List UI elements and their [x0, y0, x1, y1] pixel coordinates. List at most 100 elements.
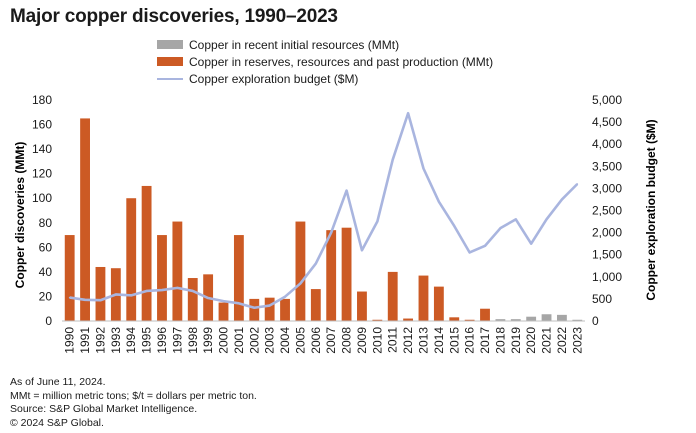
budget-point-2010 [376, 220, 379, 223]
bar-s0-2023 [572, 319, 583, 321]
legend-label-reserves: Copper in reserves, resources and past p… [189, 54, 494, 69]
y2-tick-label: 2,000 [592, 226, 622, 240]
bar-s0-2019 [510, 319, 521, 321]
x-tick-label: 2015 [447, 327, 461, 354]
budget-point-2009 [361, 249, 363, 252]
y-tick-label: 80 [39, 216, 53, 230]
x-tick-label: 2013 [416, 327, 430, 354]
note-source: Source: S&P Global Market Intelligence. [10, 403, 198, 415]
legend: Copper in recent initial resources (MMt)… [157, 36, 493, 87]
y2-tick-label: 0 [592, 314, 599, 328]
x-tick-label: 2008 [340, 327, 354, 354]
x-tick-label: 1996 [155, 327, 169, 354]
budget-point-2002 [253, 306, 256, 309]
bar-s1-2002 [249, 298, 260, 321]
budget-point-1999 [207, 297, 209, 299]
bar-s1-1996 [157, 235, 167, 321]
budget-point-2011 [391, 158, 394, 161]
bar-s1-2005 [295, 221, 306, 321]
budget-point-2000 [222, 300, 225, 302]
bar-s1-2007 [326, 230, 337, 321]
y-tick-label: 140 [32, 142, 52, 156]
y-axis-label-left: Copper discoveries (MMt) [13, 142, 27, 289]
bar-s1-2006 [310, 289, 321, 321]
budget-point-2008 [345, 189, 348, 192]
budget-point-2015 [453, 225, 456, 227]
x-tick-label: 2001 [232, 327, 246, 354]
y2-tick-label: 1,500 [592, 248, 622, 262]
legend-swatch-initial-resources [157, 40, 183, 49]
budget-point-1991 [84, 298, 86, 301]
bar-s0-2021 [541, 314, 552, 321]
x-tick-label: 2019 [509, 327, 523, 354]
legend-line-budget [157, 77, 183, 80]
x-tick-label: 2014 [432, 327, 446, 354]
x-tick-label: 2022 [555, 327, 569, 354]
bar-s1-2011 [387, 271, 398, 321]
bar-s1-1992 [95, 266, 106, 321]
budget-point-1994 [130, 294, 133, 297]
budget-point-2004 [284, 295, 286, 298]
budget-point-1993 [115, 293, 117, 296]
bar-s1-2001 [233, 235, 244, 321]
y-tick-label: 60 [39, 240, 53, 254]
x-tick-label: 2018 [493, 327, 507, 354]
y-tick-label: 20 [39, 289, 53, 303]
bar-s1-1995 [141, 185, 152, 321]
legend-item-budget: Copper exploration budget ($M) [157, 70, 493, 87]
chart-title: Major copper discoveries, 1990–2023 [10, 6, 338, 27]
note-units: MMt = million metric tons; $/t = dollars… [10, 389, 257, 402]
budget-point-2006 [315, 262, 317, 265]
y2-tick-label: 3,500 [592, 159, 622, 173]
y2-tick-label: 1,000 [592, 270, 622, 284]
x-tick-label: 2003 [263, 327, 277, 354]
bar-s1-2016 [464, 319, 475, 321]
budget-point-1995 [145, 290, 148, 292]
budget-point-2005 [299, 282, 302, 285]
x-tick-label: 2007 [324, 327, 338, 354]
bar-s1-2003 [264, 297, 275, 321]
x-tick-label: 2002 [247, 327, 261, 354]
bar-s1-2009 [357, 291, 367, 321]
budget-line [69, 111, 579, 310]
bar-s1-1997 [172, 221, 183, 321]
budget-point-2013 [422, 167, 425, 170]
x-axis: 1990 1991 1992 1993 1994 1995 1996 1997 1998 1999… [63, 327, 585, 354]
x-tick-label: 2023 [570, 327, 584, 354]
x-tick-label: 2010 [370, 327, 384, 354]
y-tick-label: 180 [32, 93, 52, 107]
note-copyright: © 2024 S&P Global. [10, 416, 104, 429]
x-tick-label: 2000 [217, 327, 231, 354]
x-tick-label: 1990 [63, 327, 77, 354]
x-tick-label: 1994 [124, 327, 138, 354]
line-series [68, 111, 579, 310]
x-tick-label: 2017 [478, 327, 492, 354]
bar-s1-2000 [218, 302, 229, 321]
y2-tick-label: 4,000 [592, 137, 622, 151]
x-tick-label: 2021 [540, 327, 554, 354]
bar-s1-1991 [80, 118, 90, 321]
x-tick-label: 2006 [309, 327, 323, 354]
bar-s1-2017 [480, 308, 490, 321]
bar-s1-1994 [126, 198, 137, 321]
budget-point-2021 [545, 218, 548, 221]
bar-s0-2020 [526, 316, 537, 321]
bar-s1-1990 [64, 235, 75, 321]
x-tick-label: 2009 [355, 327, 369, 354]
budget-point-2018 [499, 227, 502, 229]
y2-tick-label: 5,000 [592, 93, 622, 107]
y-tick-label: 120 [32, 167, 52, 181]
budget-point-2007 [330, 231, 332, 234]
bar-s1-2014 [433, 286, 444, 321]
y-tick-label: 160 [32, 118, 52, 132]
budget-point-2014 [438, 200, 440, 203]
x-tick-label: 1997 [170, 327, 184, 354]
y-tick-label: 0 [45, 314, 52, 328]
x-tick-label: 1995 [140, 327, 154, 354]
x-tick-label: 2004 [278, 327, 292, 354]
y-tick-label: 40 [39, 265, 53, 279]
x-tick-label: 2016 [463, 327, 477, 354]
budget-point-1992 [99, 299, 102, 302]
x-tick-label: 1998 [186, 327, 200, 354]
y-axis-left: 0 20 40 60 80 100 120 140 160 180 [32, 93, 52, 328]
